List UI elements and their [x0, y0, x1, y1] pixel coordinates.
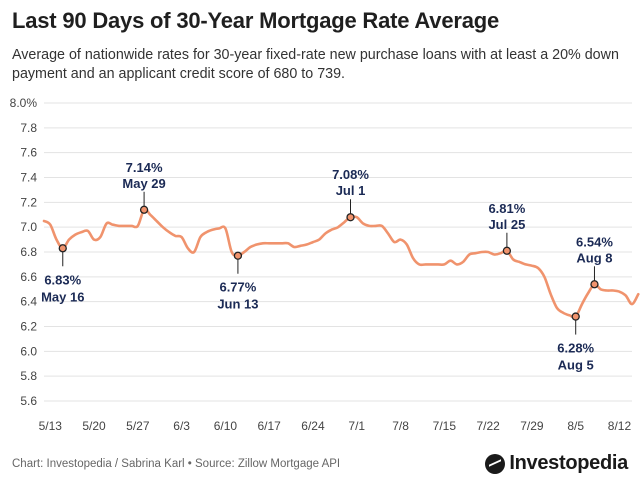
- x-tick-label: 6/24: [301, 419, 325, 433]
- annotation-date: Jul 25: [488, 217, 525, 232]
- gridlines: [44, 102, 632, 402]
- x-tick-label: 7/15: [433, 419, 457, 433]
- x-tick-label: 6/3: [173, 419, 190, 433]
- y-tick-label: 5.6: [20, 394, 37, 408]
- chart-subtitle: Average of nationwide rates for 30-year …: [12, 47, 619, 82]
- y-tick-label: 7.4: [20, 171, 37, 185]
- annotation-date: May 16: [41, 289, 84, 304]
- x-tick-label: 6/17: [258, 419, 282, 433]
- annotation-value: 6.77%: [219, 280, 256, 295]
- annotation-point: [502, 246, 512, 255]
- annotation-value: 6.83%: [44, 272, 81, 287]
- x-tick-label: 8/12: [608, 419, 632, 433]
- brand-logo: Investopedia: [485, 452, 628, 475]
- annotation-date: Jun 13: [217, 297, 258, 312]
- annotation-date: May 29: [122, 176, 165, 191]
- x-tick-label: 7/1: [348, 419, 365, 433]
- annotation-point: [590, 280, 599, 289]
- x-tick-label: 7/29: [520, 419, 544, 433]
- investopedia-logo-icon: [485, 453, 506, 474]
- annotation-value: 6.81%: [488, 201, 525, 216]
- x-axis-ticks: 5/13 5/20 5/27 6/3 6/10 6/17 6/24 7/1 7/8 7/15 7/2…: [39, 419, 632, 433]
- y-tick-label: 7.0: [20, 220, 37, 234]
- y-tick-label: 6.6: [20, 270, 37, 284]
- y-axis-ticks: 8.0% 7.8 7.6 7.4 7.2 7.0 6.8 6.6 6.4 6.2 6.0 5.8 5.6: [10, 96, 38, 408]
- rate-line: [42, 208, 640, 319]
- annotation-value: 6.54%: [576, 234, 613, 249]
- x-tick-label: 7/22: [476, 419, 500, 433]
- y-tick-label: 6.8: [20, 245, 37, 259]
- annotation-value: 7.14%: [126, 160, 163, 175]
- y-tick-label: 6.4: [20, 295, 37, 309]
- annotation-point: [571, 312, 580, 321]
- x-tick-label: 5/13: [39, 419, 63, 433]
- y-tick-label: 8.0%: [10, 96, 38, 110]
- annotation-value: 6.28%: [557, 341, 594, 356]
- x-tick-label: 5/27: [126, 419, 150, 433]
- x-tick-label: 8/5: [567, 419, 584, 433]
- y-tick-label: 5.8: [20, 369, 37, 383]
- annotation-value: 7.08%: [332, 167, 369, 182]
- y-tick-label: 7.8: [20, 121, 37, 135]
- annotation-point: [58, 244, 67, 253]
- chart-title: Last 90 Days of 30-Year Mortgage Rate Av…: [12, 8, 500, 33]
- y-tick-label: 6.0: [20, 344, 37, 358]
- y-tick-label: 7.2: [20, 195, 37, 209]
- y-tick-label: 7.6: [20, 146, 37, 160]
- x-tick-label: 6/10: [214, 419, 238, 433]
- annotation-point: [233, 251, 243, 260]
- x-tick-label: 7/8: [392, 419, 409, 433]
- annotation-date: Aug 8: [576, 250, 612, 265]
- x-tick-label: 5/20: [82, 419, 106, 433]
- annotation-date: Aug 5: [558, 358, 594, 373]
- annotation-point: [139, 205, 149, 214]
- y-tick-label: 6.2: [20, 320, 37, 334]
- annotation-date: Jul 1: [336, 183, 366, 198]
- annotation-point: [346, 213, 355, 222]
- chart-credit: Chart: Investopedia / Sabrina Karl • Sou…: [12, 458, 341, 470]
- annotations: 6.83%May 167.14%May 296.77%Jun 137.08%Ju…: [41, 160, 613, 373]
- brand-name: Investopedia: [509, 452, 628, 474]
